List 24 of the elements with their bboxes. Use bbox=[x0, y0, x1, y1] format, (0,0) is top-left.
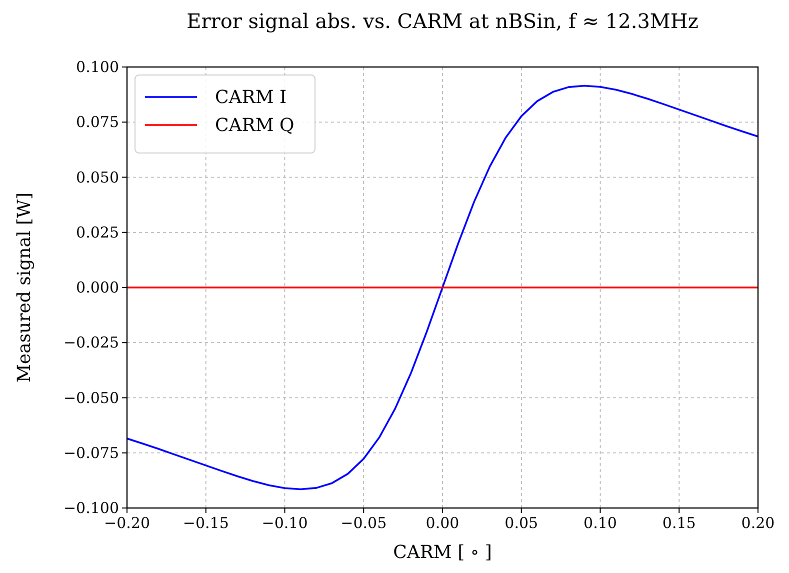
legend-label: CARM I bbox=[215, 87, 287, 108]
y-tick-label: −0.100 bbox=[63, 499, 119, 517]
x-tick-label: 0.10 bbox=[584, 514, 617, 532]
x-tick-label: −0.05 bbox=[340, 514, 387, 532]
x-axis-title: CARM [ ∘ ] bbox=[393, 542, 492, 563]
x-tick-label: −0.20 bbox=[104, 514, 150, 532]
y-axis-title: Measured signal [W] bbox=[14, 192, 35, 383]
x-tick-label: 0.05 bbox=[504, 514, 538, 532]
y-tick-label: 0.050 bbox=[76, 168, 119, 186]
y-tick-label: 0.025 bbox=[76, 223, 119, 242]
legend-label: CARM Q bbox=[215, 115, 294, 136]
chart-title: Error signal abs. vs. CARM at nBSin, f ≈ 12.3MHz bbox=[186, 9, 698, 33]
y-tick-label: −0.075 bbox=[63, 444, 119, 462]
line-series bbox=[126, 84, 759, 490]
y-tick-label: 0.000 bbox=[76, 278, 119, 296]
y-tick-label: −0.050 bbox=[63, 388, 119, 407]
x-tick-label: −0.15 bbox=[182, 514, 229, 532]
y-tick-label: 0.100 bbox=[76, 58, 119, 76]
x-tick-label: 0.15 bbox=[662, 514, 696, 532]
y-tick-label: 0.075 bbox=[76, 113, 119, 132]
x-tick-label: 0.00 bbox=[426, 514, 460, 532]
x-tick-label: 0.20 bbox=[741, 514, 775, 532]
y-tick-label: −0.025 bbox=[63, 334, 119, 352]
x-tick-label: −0.10 bbox=[262, 514, 308, 532]
